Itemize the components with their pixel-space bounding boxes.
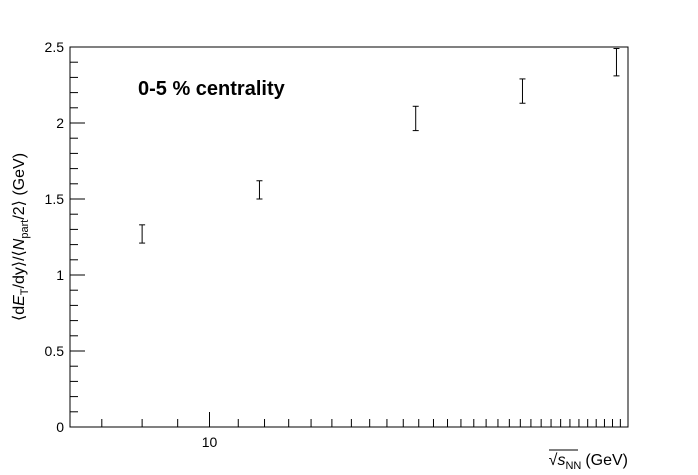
y-tick-label: 0.5 (45, 343, 65, 359)
x-axis-sqrt: √ (549, 452, 558, 469)
y-axis-title: ⟨dET/dy⟩/⟨Npart/2⟩ (GeV) (11, 153, 31, 321)
y-axis-var2: N (11, 238, 28, 250)
plot-frame (69, 46, 629, 428)
data-point (519, 78, 526, 104)
x-tick-label: 10 (202, 434, 218, 450)
centrality-annotation: 0-5 % centrality (138, 78, 286, 100)
x-axis-ticks: 10 (101, 412, 629, 450)
y-tick-label: 0 (56, 419, 64, 435)
y-axis-part2: /dy⟩/⟨ (11, 250, 28, 288)
y-tick-label: 1 (56, 267, 64, 283)
x-axis-title: √sNN (GeV) (549, 452, 628, 472)
x-axis-sub: NN (565, 460, 581, 472)
y-axis-part3: /2⟩ (GeV) (11, 153, 28, 220)
x-axis-unit: (GeV) (585, 452, 628, 469)
y-axis-ticks: 0 0.5 1 1.5 2 2.5 (45, 39, 85, 435)
y-axis-sub2: part (19, 220, 31, 239)
data-point (613, 48, 620, 77)
data-points (139, 48, 620, 244)
y-axis-var1: E (11, 295, 28, 306)
data-point (412, 105, 419, 132)
y-tick-label: 1.5 (45, 191, 65, 207)
data-point (256, 180, 263, 200)
y-tick-label: 2 (56, 115, 64, 131)
y-axis-part1: ⟨d (11, 306, 28, 321)
x-axis-var: s (557, 452, 565, 469)
y-tick-label: 2.5 (45, 39, 65, 55)
y-axis-sub1: T (19, 288, 31, 295)
data-point (139, 224, 146, 244)
